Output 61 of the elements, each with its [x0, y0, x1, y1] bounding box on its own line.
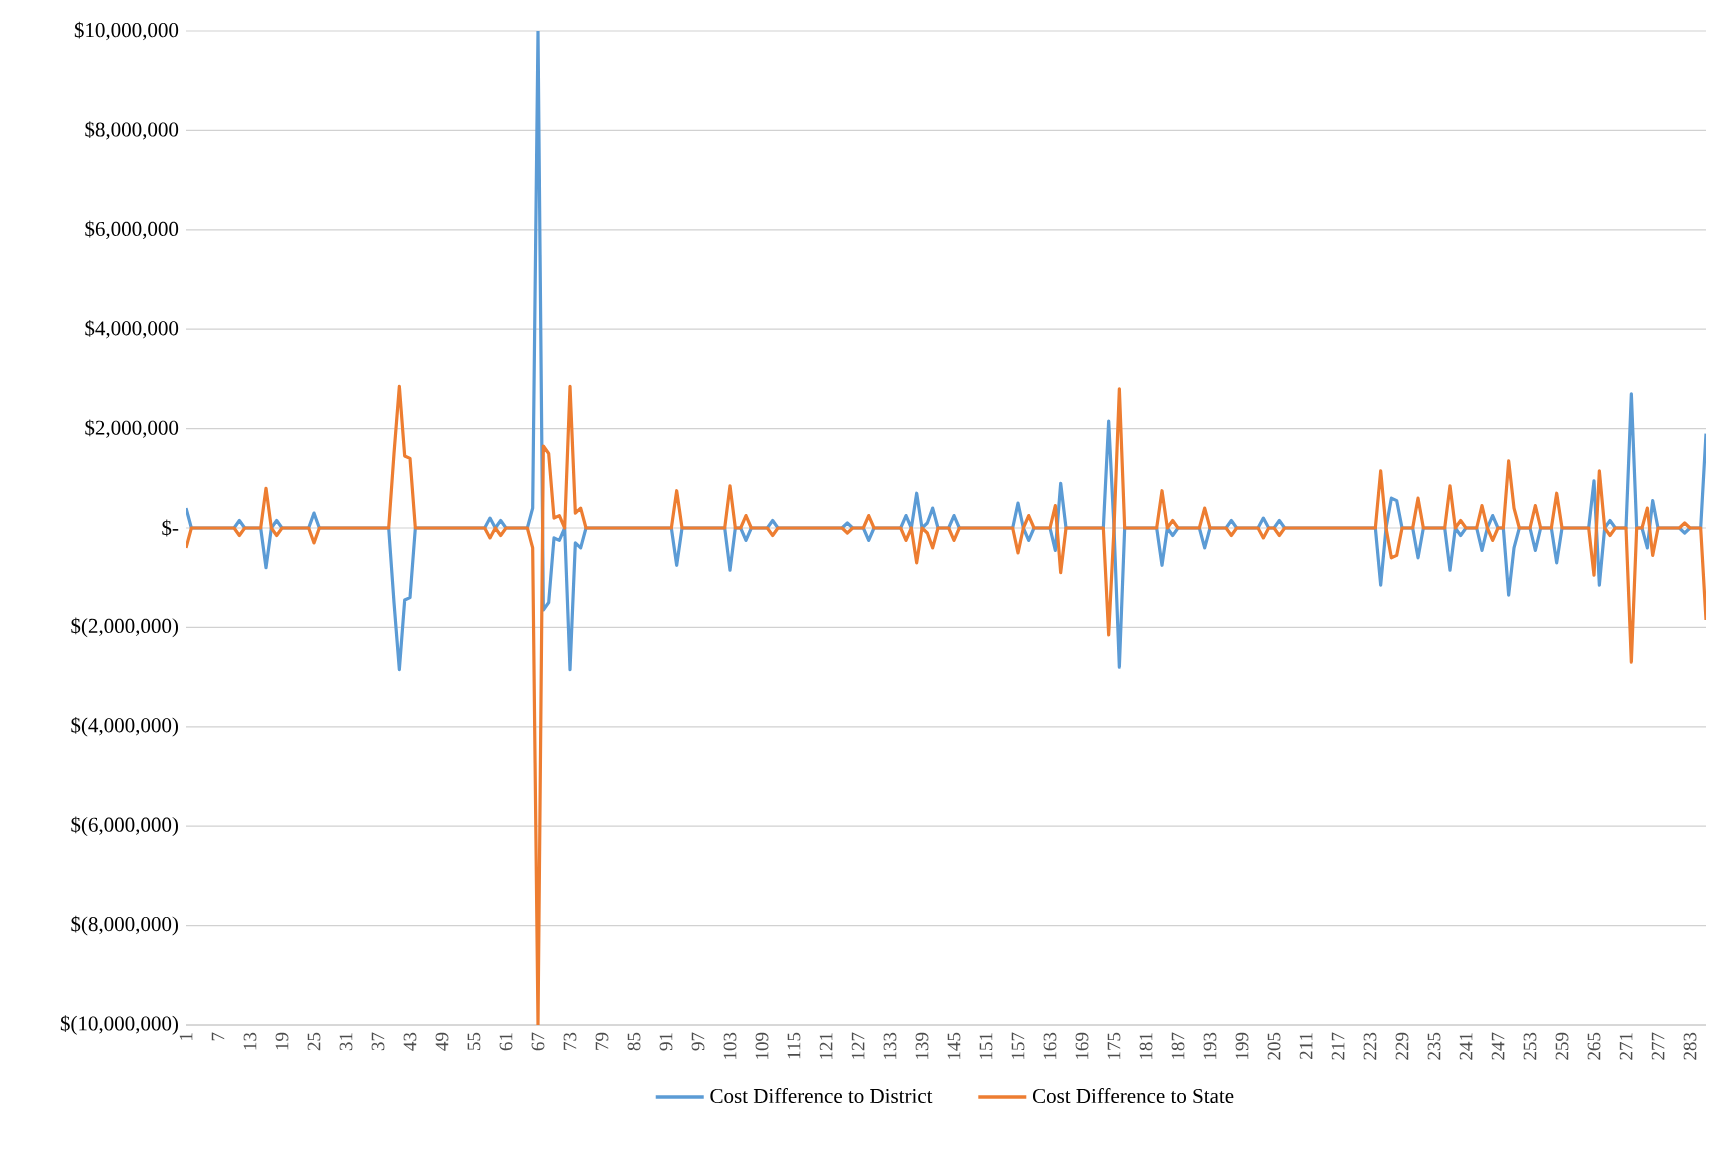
x-tick-label: 223: [1363, 1032, 1377, 1060]
legend-label: Cost Difference to District: [710, 1088, 933, 1104]
x-tick-label: 199: [1235, 1032, 1249, 1059]
x-tick-label: 43: [403, 1032, 417, 1051]
x-tick-label: 79: [595, 1032, 609, 1050]
x-tick-label: 187: [1171, 1032, 1185, 1059]
x-tick-label: 277: [1651, 1032, 1665, 1060]
x-tick-label: 139: [915, 1032, 929, 1059]
x-tick-label: 145: [947, 1032, 961, 1059]
x-tick-label: 103: [723, 1032, 737, 1059]
y-tick-label: $(2,000,000): [71, 617, 178, 638]
x-tick-label: 283: [1683, 1032, 1697, 1060]
x-tick-label: 91: [659, 1033, 673, 1051]
x-tick-label: 25: [307, 1032, 321, 1051]
x-tick-label: 31: [339, 1033, 353, 1051]
y-tick-label: $(8,000,000): [71, 915, 178, 936]
x-tick-label: 247: [1491, 1032, 1505, 1060]
x-tick-label: 67: [531, 1032, 545, 1051]
y-tick-label: $10,000,000: [74, 21, 179, 41]
x-tick-label: 253: [1523, 1032, 1537, 1060]
y-tick-label: $6,000,000: [85, 220, 179, 240]
y-tick-label: $-: [162, 519, 179, 537]
x-tick-label: 55: [467, 1032, 481, 1050]
x-tick-label: 241: [1459, 1033, 1473, 1060]
x-tick-label: 229: [1395, 1032, 1409, 1060]
x-tick-label: 235: [1427, 1032, 1441, 1060]
x-tick-label: 61: [499, 1033, 513, 1051]
x-tick-label: 217: [1331, 1032, 1345, 1060]
x-tick-label: 97: [691, 1032, 705, 1051]
x-tick-label: 151: [979, 1033, 993, 1059]
y-tick-label: $2,000,000: [85, 419, 179, 438]
x-tick-label: 37: [371, 1032, 385, 1051]
x-tick-label: 181: [1139, 1033, 1153, 1059]
x-tick-label: 175: [1107, 1032, 1121, 1059]
x-tick-label: 127: [851, 1032, 865, 1059]
x-tick-label: 85: [627, 1032, 641, 1051]
x-tick-label: 169: [1075, 1032, 1089, 1059]
x-tick-label: 193: [1203, 1032, 1217, 1059]
x-tick-label: 205: [1267, 1032, 1281, 1060]
x-tick-label: 265: [1587, 1032, 1601, 1060]
x-tick-label: 73: [563, 1032, 577, 1050]
y-tick-label: $(4,000,000): [71, 716, 178, 737]
y-tick-label: $8,000,000: [85, 121, 179, 140]
x-tick-label: 13: [243, 1032, 257, 1050]
x-tick-label: 259: [1555, 1032, 1569, 1060]
x-tick-label: 163: [1043, 1032, 1057, 1059]
legend-label: Cost Difference to State: [1032, 1088, 1234, 1104]
x-tick-label: 1: [179, 1033, 193, 1040]
x-tick-label: 49: [435, 1032, 449, 1051]
y-tick-label: $4,000,000: [85, 320, 179, 339]
x-tick-label: 115: [787, 1032, 801, 1059]
x-tick-label: 109: [755, 1032, 769, 1059]
x-tick-label: 7: [211, 1032, 225, 1041]
x-tick-label: 121: [819, 1033, 833, 1059]
x-tick-label: 211: [1299, 1033, 1313, 1060]
x-tick-label: 133: [883, 1032, 897, 1059]
y-tick-label: $(10,000,000): [60, 1015, 178, 1035]
x-tick-label: 271: [1619, 1033, 1633, 1060]
x-tick-label: 19: [275, 1032, 289, 1050]
x-tick-label: 157: [1011, 1032, 1025, 1059]
y-tick-label: $(6,000,000): [71, 816, 178, 837]
